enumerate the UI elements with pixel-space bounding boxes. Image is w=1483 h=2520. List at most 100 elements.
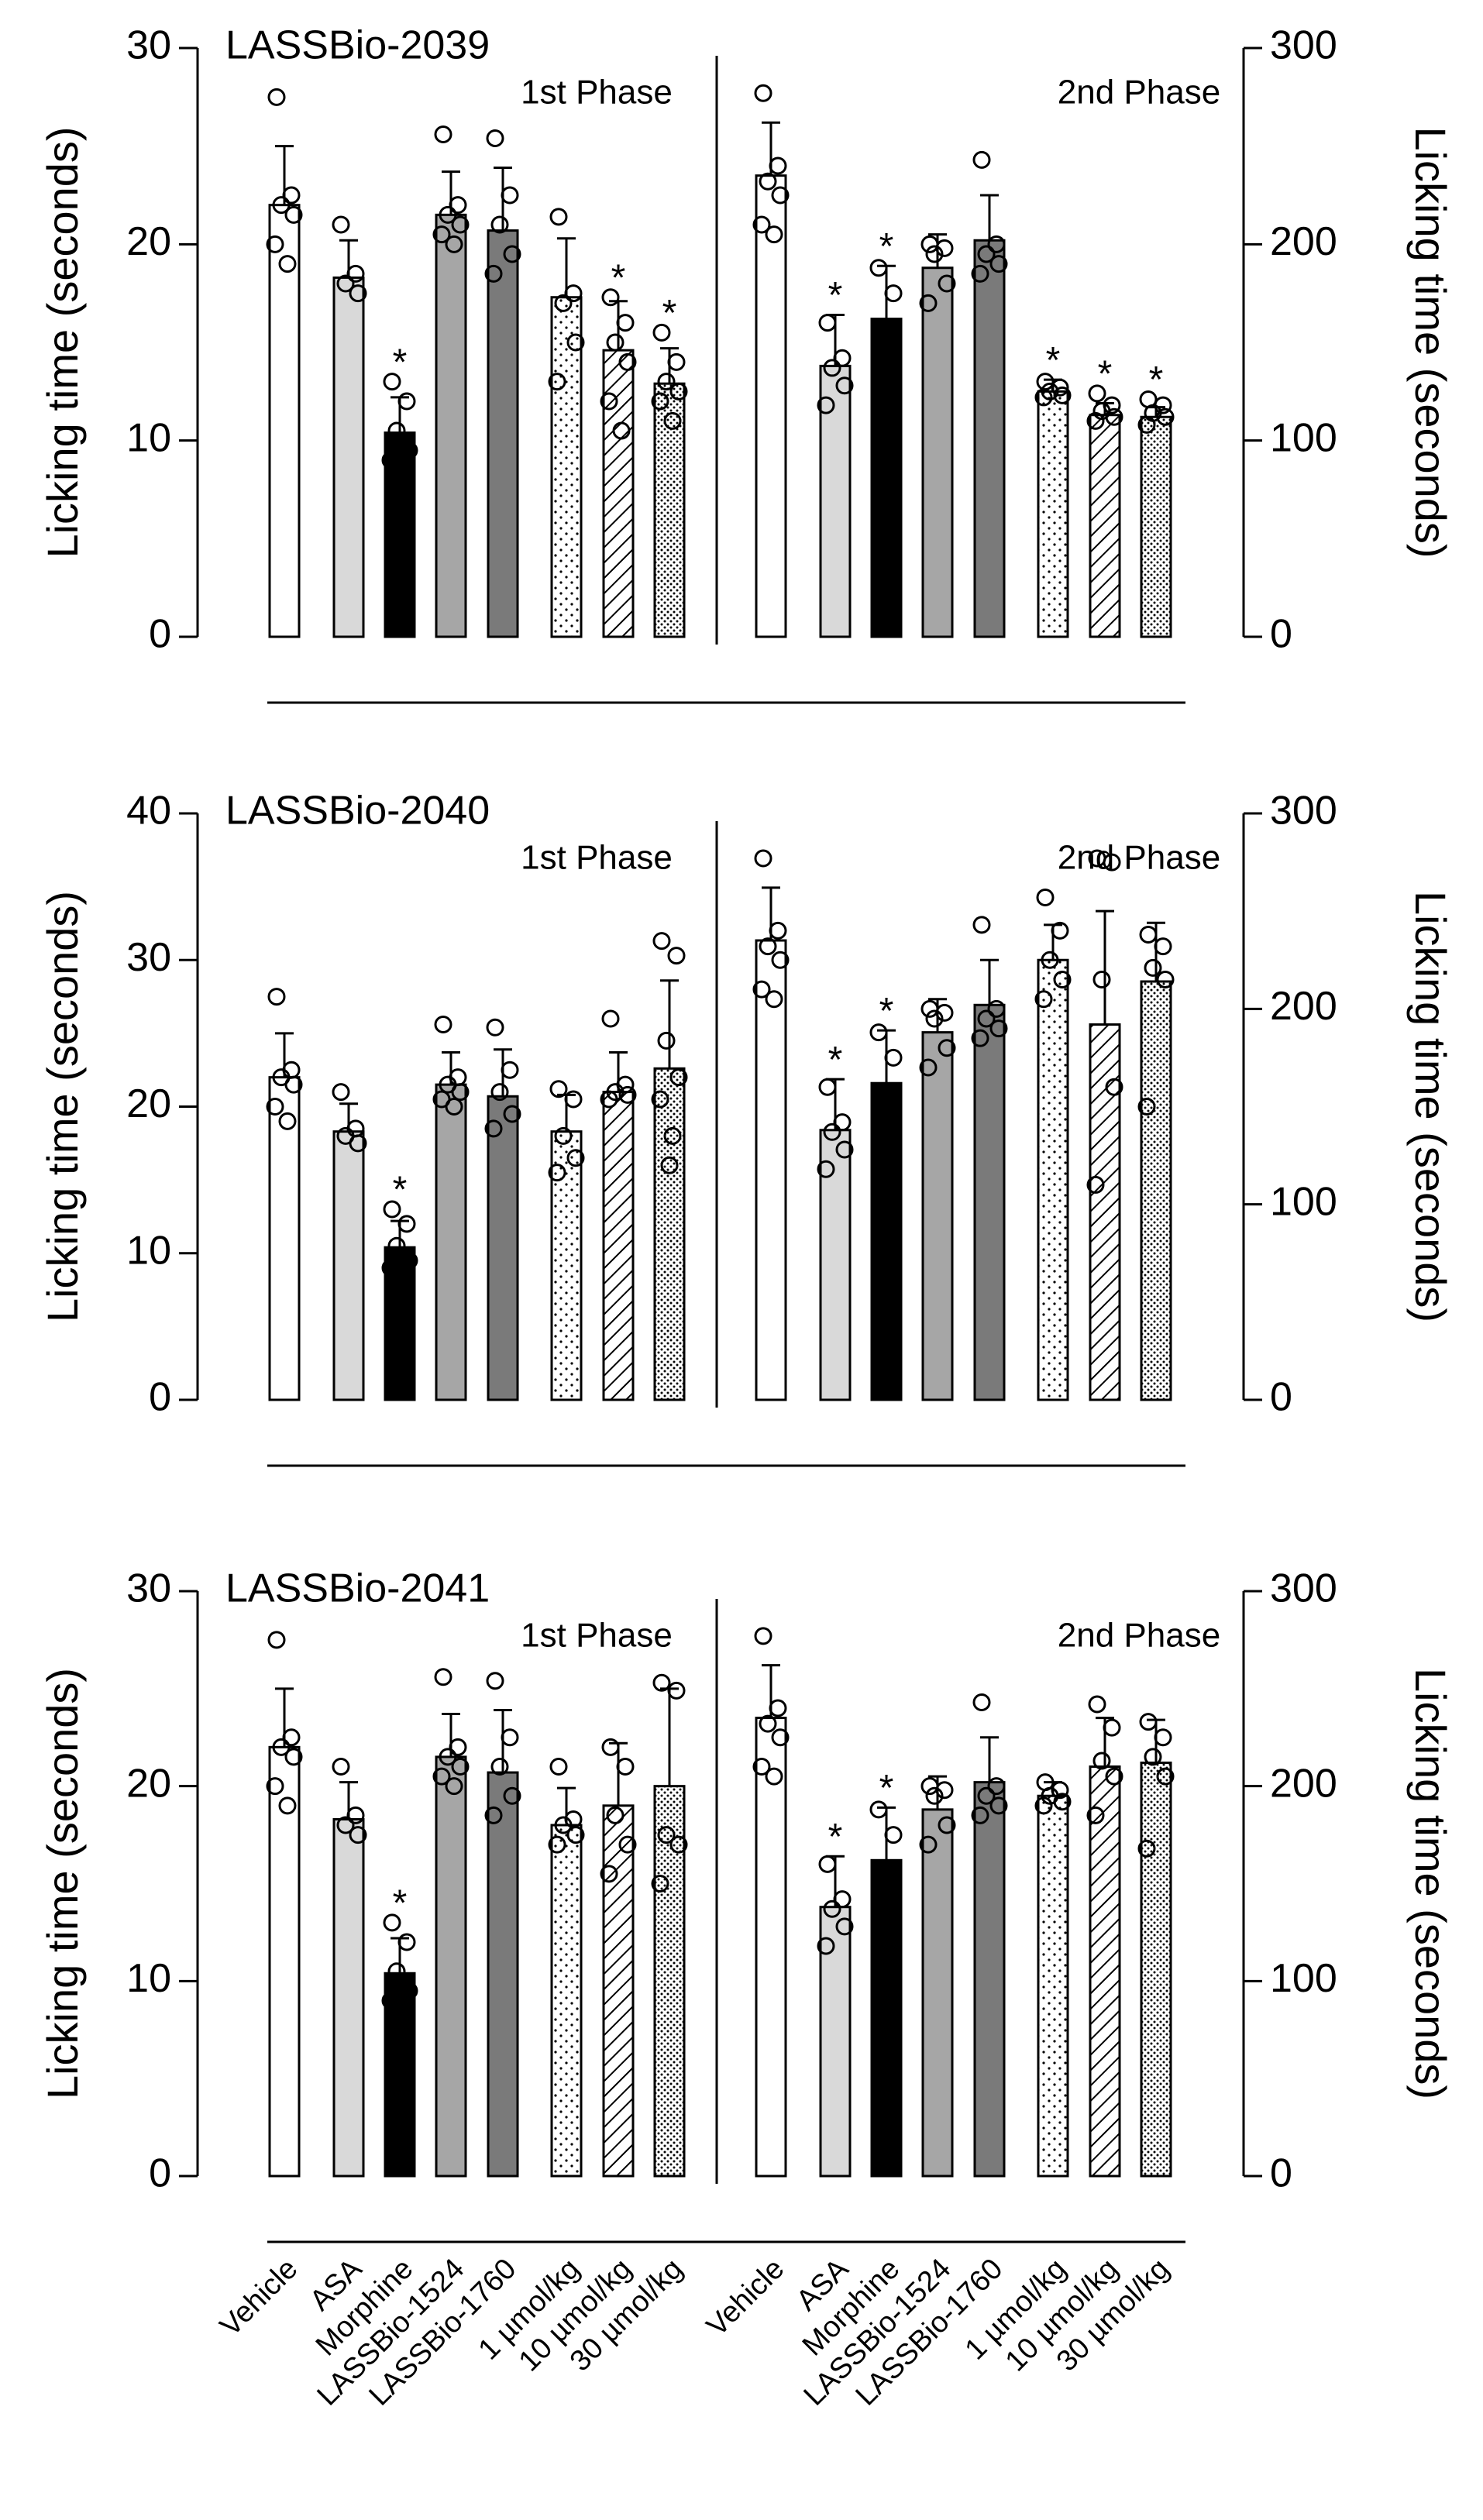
- y-tick-label: 20: [126, 1761, 171, 1806]
- data-point: [1105, 407, 1123, 426]
- data-point: [651, 1875, 669, 1893]
- bar: [973, 1781, 1006, 2178]
- data-point: [439, 205, 457, 224]
- data-point: [771, 1728, 790, 1747]
- data-point: [1086, 1175, 1105, 1194]
- data-point: [754, 849, 772, 868]
- data-point: [925, 1009, 944, 1028]
- x-tick-label: Vehicle: [214, 2253, 304, 2343]
- data-point: [1034, 388, 1053, 407]
- data-point: [663, 411, 682, 430]
- data-point: [972, 1693, 991, 1711]
- significance-marker: *: [879, 991, 894, 1032]
- data-point: [669, 1068, 688, 1087]
- significance-marker: *: [662, 293, 677, 334]
- data-point: [660, 1156, 679, 1174]
- bar: [602, 1091, 635, 1401]
- data-point: [618, 1835, 637, 1854]
- data-point: [549, 1758, 568, 1776]
- data-point: [769, 921, 787, 940]
- data-point: [272, 1738, 291, 1756]
- data-point: [977, 245, 996, 263]
- data-point: [667, 352, 686, 371]
- data-point: [818, 1855, 837, 1873]
- data-point: [925, 1786, 944, 1805]
- y2-axis-label: Licking time (seconds): [1406, 891, 1455, 1322]
- bar: [384, 1246, 416, 1401]
- panel-title: LASSBio-2040: [225, 789, 490, 834]
- data-point: [920, 999, 939, 1018]
- data-point: [919, 294, 938, 312]
- bar: [435, 213, 467, 638]
- data-point: [549, 1080, 568, 1098]
- data-point: [1154, 1728, 1172, 1747]
- data-point: [663, 1126, 682, 1145]
- data-point: [503, 245, 521, 263]
- bar: [973, 1003, 1006, 1401]
- y2-tick-label: 300: [1270, 789, 1337, 834]
- y-tick-label: 30: [126, 935, 171, 980]
- y-tick-label: 20: [126, 219, 171, 264]
- data-point: [451, 215, 470, 234]
- data-point: [486, 1672, 504, 1690]
- data-point: [349, 1826, 367, 1844]
- significance-marker: *: [393, 1170, 408, 1211]
- data-point: [267, 1631, 286, 1649]
- data-point: [383, 1200, 401, 1219]
- data-point: [1105, 1078, 1123, 1096]
- data-point: [383, 373, 401, 391]
- data-point: [989, 1796, 1008, 1815]
- data-point: [1092, 1752, 1111, 1770]
- data-point: [667, 947, 686, 965]
- y2-tick-label: 200: [1270, 1761, 1337, 1806]
- data-point: [935, 1781, 954, 1800]
- bar: [487, 1095, 519, 1401]
- bar: [332, 1817, 365, 2178]
- bar: [1037, 958, 1069, 1401]
- panel-title: LASSBio-2039: [225, 23, 490, 68]
- y-tick-label: 10: [126, 415, 171, 460]
- data-point: [989, 1019, 1008, 1038]
- data-point: [503, 1105, 521, 1123]
- data-point: [383, 1913, 401, 1932]
- bar: [819, 364, 852, 638]
- data-point: [869, 1800, 888, 1819]
- data-point: [754, 1627, 772, 1645]
- data-point: [765, 225, 783, 244]
- data-point: [1156, 407, 1175, 426]
- data-point: [752, 215, 771, 234]
- data-point: [618, 352, 637, 371]
- data-point: [501, 1061, 519, 1079]
- data-point: [266, 1098, 284, 1116]
- data-point: [987, 999, 1006, 1018]
- data-point: [1105, 1767, 1123, 1786]
- y-tick-label: 0: [149, 2151, 171, 2196]
- y2-tick-label: 100: [1270, 415, 1337, 460]
- data-point: [336, 1816, 355, 1834]
- data-point: [1137, 1839, 1156, 1858]
- data-point: [1086, 411, 1105, 430]
- x-tick-label: Vehicle: [700, 2253, 790, 2343]
- data-point: [486, 129, 504, 148]
- data-point: [397, 1215, 416, 1233]
- data-point: [278, 1112, 297, 1130]
- data-point: [618, 1085, 637, 1104]
- data-point: [823, 1899, 841, 1918]
- data-point: [397, 1933, 416, 1951]
- data-point: [266, 1777, 284, 1796]
- data-point: [332, 215, 350, 234]
- data-point: [332, 1758, 350, 1776]
- data-point: [1139, 1713, 1158, 1731]
- y-tick-label: 30: [126, 1566, 171, 1611]
- data-point: [601, 288, 620, 307]
- y-tick-label: 20: [126, 1081, 171, 1126]
- data-point: [387, 1236, 406, 1255]
- data-point: [490, 215, 509, 234]
- data-point: [1137, 415, 1156, 434]
- y2-tick-label: 200: [1270, 219, 1337, 264]
- bar: [268, 1745, 301, 2178]
- data-point: [919, 1058, 938, 1077]
- data-point: [397, 392, 416, 411]
- bar: [921, 266, 954, 638]
- y2-axis-label: Licking time (seconds): [1406, 126, 1455, 558]
